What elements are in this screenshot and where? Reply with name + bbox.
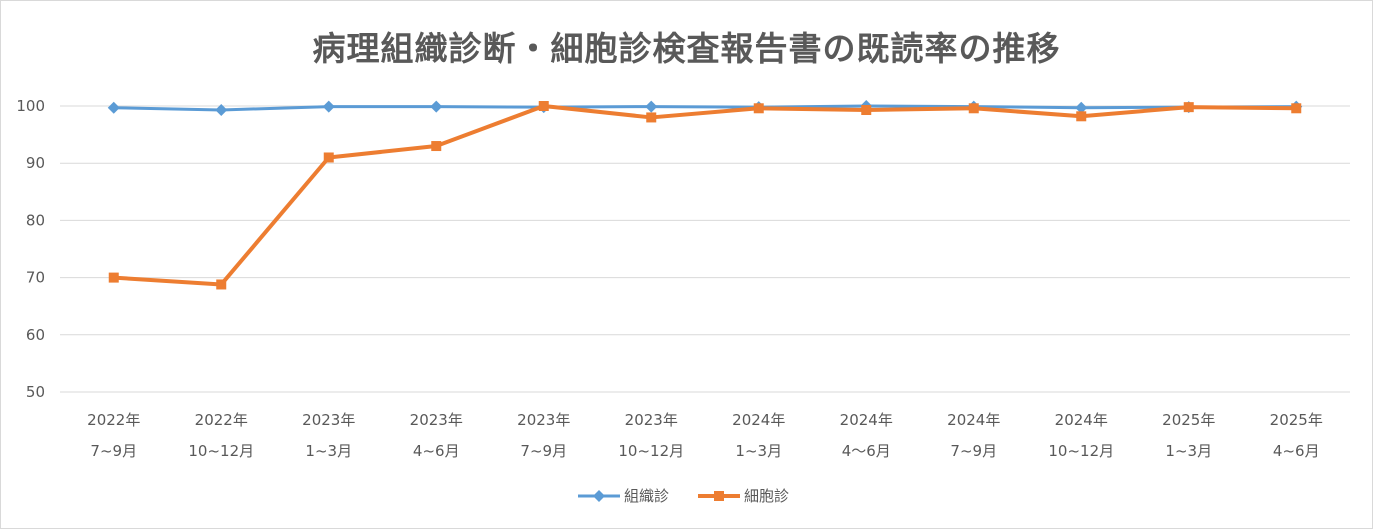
- x-tick-label-months: 7~9月: [950, 442, 997, 460]
- y-axis: 50 60 70 80 90 100: [16, 97, 45, 401]
- data-point: [431, 141, 442, 152]
- y-tick-label: 70: [26, 269, 45, 287]
- data-point: [215, 104, 228, 117]
- data-point: [216, 279, 227, 290]
- x-tick-label-year: 2022年: [195, 411, 248, 429]
- x-tick-label-year: 2024年: [1055, 411, 1108, 429]
- chart-title: 病理組織診断・細胞診検査報告書の既読率の推移: [312, 29, 1061, 68]
- data-point: [322, 100, 335, 113]
- y-tick-label: 80: [26, 211, 45, 229]
- data-point: [968, 103, 979, 114]
- legend: 組織診 細胞診: [578, 487, 789, 505]
- x-tick-label-months: 4～6月: [842, 442, 891, 460]
- series-line: [112, 104, 1298, 112]
- legend-item: 細胞診: [698, 487, 789, 505]
- x-tick-label-months: 10~12月: [188, 442, 254, 460]
- x-tick-label-year: 2025年: [1270, 411, 1323, 429]
- data-point: [538, 101, 549, 111]
- series-line: [111, 104, 1299, 287]
- x-tick-label-months: 10~12月: [618, 442, 684, 460]
- x-axis: 2022年 7~9月 2022年 10~12月 2023年 1~3月 2023年 4~6月 20…: [87, 411, 1323, 460]
- legend-item: 組織診: [578, 487, 669, 505]
- x-tick-label-year: 2022年: [87, 411, 140, 429]
- series-2: [108, 101, 1302, 290]
- data-point: [108, 272, 119, 283]
- data-point: [430, 100, 443, 113]
- data-point: [753, 103, 764, 114]
- x-tick-label-months: 7~9月: [90, 442, 137, 460]
- data-point: [645, 100, 658, 113]
- x-tick-label-months: 4~6月: [1273, 442, 1320, 460]
- legend-label: 細胞診: [744, 487, 789, 505]
- data-point: [1291, 103, 1302, 114]
- data-point: [107, 101, 120, 114]
- data-point: [1075, 101, 1088, 114]
- x-tick-label-year: 2023年: [625, 411, 678, 429]
- data-point: [646, 112, 657, 123]
- x-tick-label-year: 2023年: [410, 411, 463, 429]
- y-tick-label: 50: [26, 383, 45, 401]
- x-tick-label-year: 2024年: [732, 411, 785, 429]
- x-tick-label-months: 7~9月: [520, 442, 567, 460]
- x-tick-label-months: 1~3月: [1165, 442, 1212, 460]
- x-tick-label-year: 2024年: [840, 411, 893, 429]
- data-point: [1183, 102, 1194, 113]
- x-tick-label-year: 2023年: [302, 411, 355, 429]
- x-tick-label-months: 1~3月: [735, 442, 782, 460]
- x-tick-label-months: 10~12月: [1048, 442, 1114, 460]
- x-tick-label-months: 1~3月: [305, 442, 352, 460]
- series-layer: [107, 100, 1303, 290]
- x-tick-label-year: 2025年: [1162, 411, 1215, 429]
- x-tick-label-months: 4~6月: [413, 442, 460, 460]
- data-point: [1076, 111, 1087, 122]
- y-tick-label: 60: [26, 326, 45, 344]
- legend-marker: [593, 490, 605, 502]
- y-tick-label: 90: [26, 154, 45, 172]
- y-tick-label: 100: [16, 97, 45, 115]
- x-tick-label-year: 2024年: [947, 411, 1000, 429]
- data-point: [861, 105, 872, 116]
- legend-label: 組織診: [624, 487, 669, 505]
- data-point: [323, 152, 334, 163]
- x-tick-label-year: 2023年: [517, 411, 570, 429]
- legend-marker: [714, 491, 724, 501]
